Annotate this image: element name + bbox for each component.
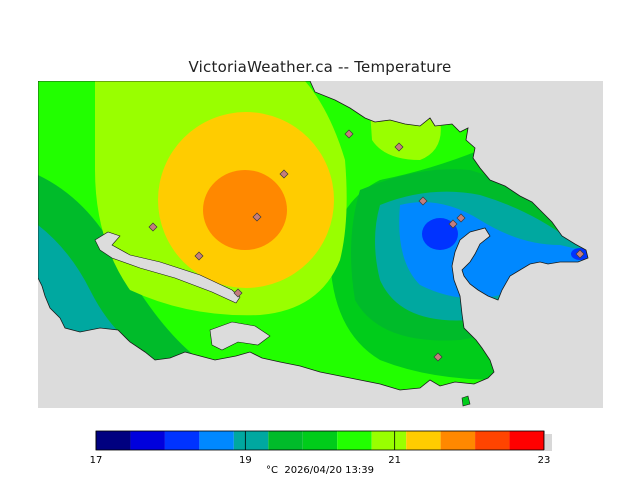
scale-swatch	[475, 431, 510, 450]
station-marker	[575, 249, 585, 259]
scale-tick-label: 19	[238, 455, 252, 466]
timestamp: 2026/04/20 13:39	[284, 465, 374, 476]
coastline	[38, 81, 589, 391]
scale-tick-label: 23	[537, 455, 551, 466]
footer-caption: °C 2026/04/20 13:39	[0, 465, 640, 476]
scale-swatch	[509, 431, 544, 450]
station-marker	[344, 129, 354, 139]
scale-swatch	[233, 431, 269, 450]
scale-swatch	[302, 431, 338, 450]
station-marker	[252, 212, 262, 222]
map-title: VictoriaWeather.ca -- Temperature	[188, 58, 452, 76]
station-marker	[418, 196, 428, 206]
scale-swatch	[130, 431, 165, 450]
contour-band	[422, 218, 458, 250]
station-marker	[279, 169, 289, 179]
station-marker	[194, 251, 204, 261]
scale-swatch	[199, 431, 234, 450]
scale-swatch	[268, 431, 303, 450]
scale-swatch	[406, 431, 441, 450]
station-marker	[433, 352, 443, 362]
station-marker	[233, 288, 243, 298]
station-marker	[448, 219, 458, 229]
temperature-scale-bar	[95, 430, 552, 451]
scale-shadow	[544, 434, 552, 451]
unit-label: °C	[266, 465, 278, 476]
contour-band	[203, 170, 287, 250]
temperature-map	[38, 81, 603, 408]
station-marker	[394, 142, 404, 152]
station-marker	[456, 213, 466, 223]
scale-swatch	[440, 431, 476, 450]
scale-swatch	[96, 431, 131, 450]
scale-swatch	[164, 431, 200, 450]
scale-tick-label: 17	[89, 455, 103, 466]
scale-tick-label: 21	[388, 455, 402, 466]
scale-swatch	[337, 431, 372, 450]
weather-stations	[148, 129, 585, 362]
harbour-inlet	[209, 321, 271, 351]
station-marker	[148, 222, 158, 232]
scale-swatch	[371, 431, 407, 450]
island	[461, 395, 471, 407]
